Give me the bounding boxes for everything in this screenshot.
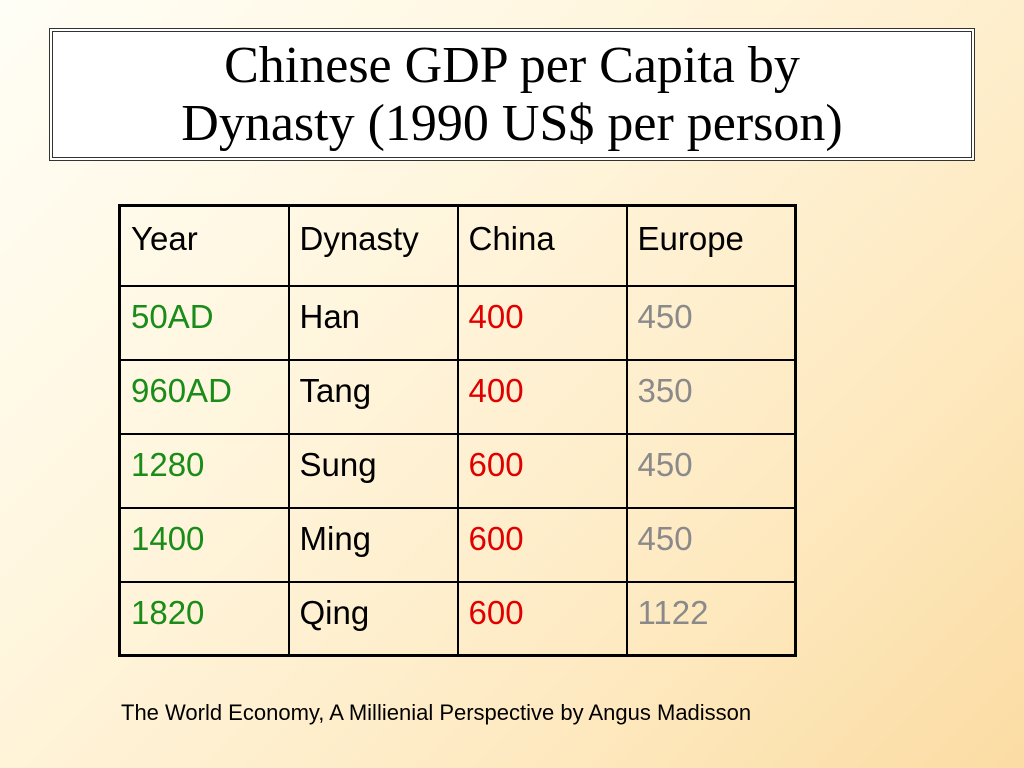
cell-year: 50AD: [118, 284, 290, 361]
cell-china: 600: [456, 506, 628, 583]
table-header-row: Year Dynasty China Europe: [118, 204, 797, 287]
gdp-table: Year Dynasty China Europe 50AD Han 400 4…: [118, 204, 797, 657]
cell-europe: 350: [625, 358, 797, 435]
cell-year: 1400: [118, 506, 290, 583]
cell-europe: 450: [625, 506, 797, 583]
header-europe: Europe: [625, 204, 797, 287]
cell-dynasty: Qing: [287, 580, 459, 657]
cell-china: 400: [456, 358, 628, 435]
cell-europe: 450: [625, 284, 797, 361]
header-dynasty: Dynasty: [287, 204, 459, 287]
cell-europe: 1122: [625, 580, 797, 657]
header-china: China: [456, 204, 628, 287]
table-row: 960AD Tang 400 350: [118, 358, 797, 435]
source-citation: The World Economy, A Millienial Perspect…: [121, 700, 752, 725]
cell-china: 600: [456, 580, 628, 657]
cell-china: 400: [456, 284, 628, 361]
cell-year: 1280: [118, 432, 290, 509]
header-year: Year: [118, 204, 290, 287]
table-row: 1280 Sung 600 450: [118, 432, 797, 509]
table-row: 1820 Qing 600 1122: [118, 580, 797, 657]
title-line-1: Chinese GDP per Capita by: [224, 36, 800, 94]
title-line-2: Dynasty (1990 US$ per person): [181, 94, 843, 152]
cell-year: 960AD: [118, 358, 290, 435]
cell-dynasty: Ming: [287, 506, 459, 583]
cell-dynasty: Han: [287, 284, 459, 361]
cell-dynasty: Tang: [287, 358, 459, 435]
cell-year: 1820: [118, 580, 290, 657]
cell-china: 600: [456, 432, 628, 509]
title-box: Chinese GDP per Capita by Dynasty (1990 …: [49, 28, 975, 161]
cell-dynasty: Sung: [287, 432, 459, 509]
cell-europe: 450: [625, 432, 797, 509]
table-row: 50AD Han 400 450: [118, 284, 797, 361]
table-row: 1400 Ming 600 450: [118, 506, 797, 583]
